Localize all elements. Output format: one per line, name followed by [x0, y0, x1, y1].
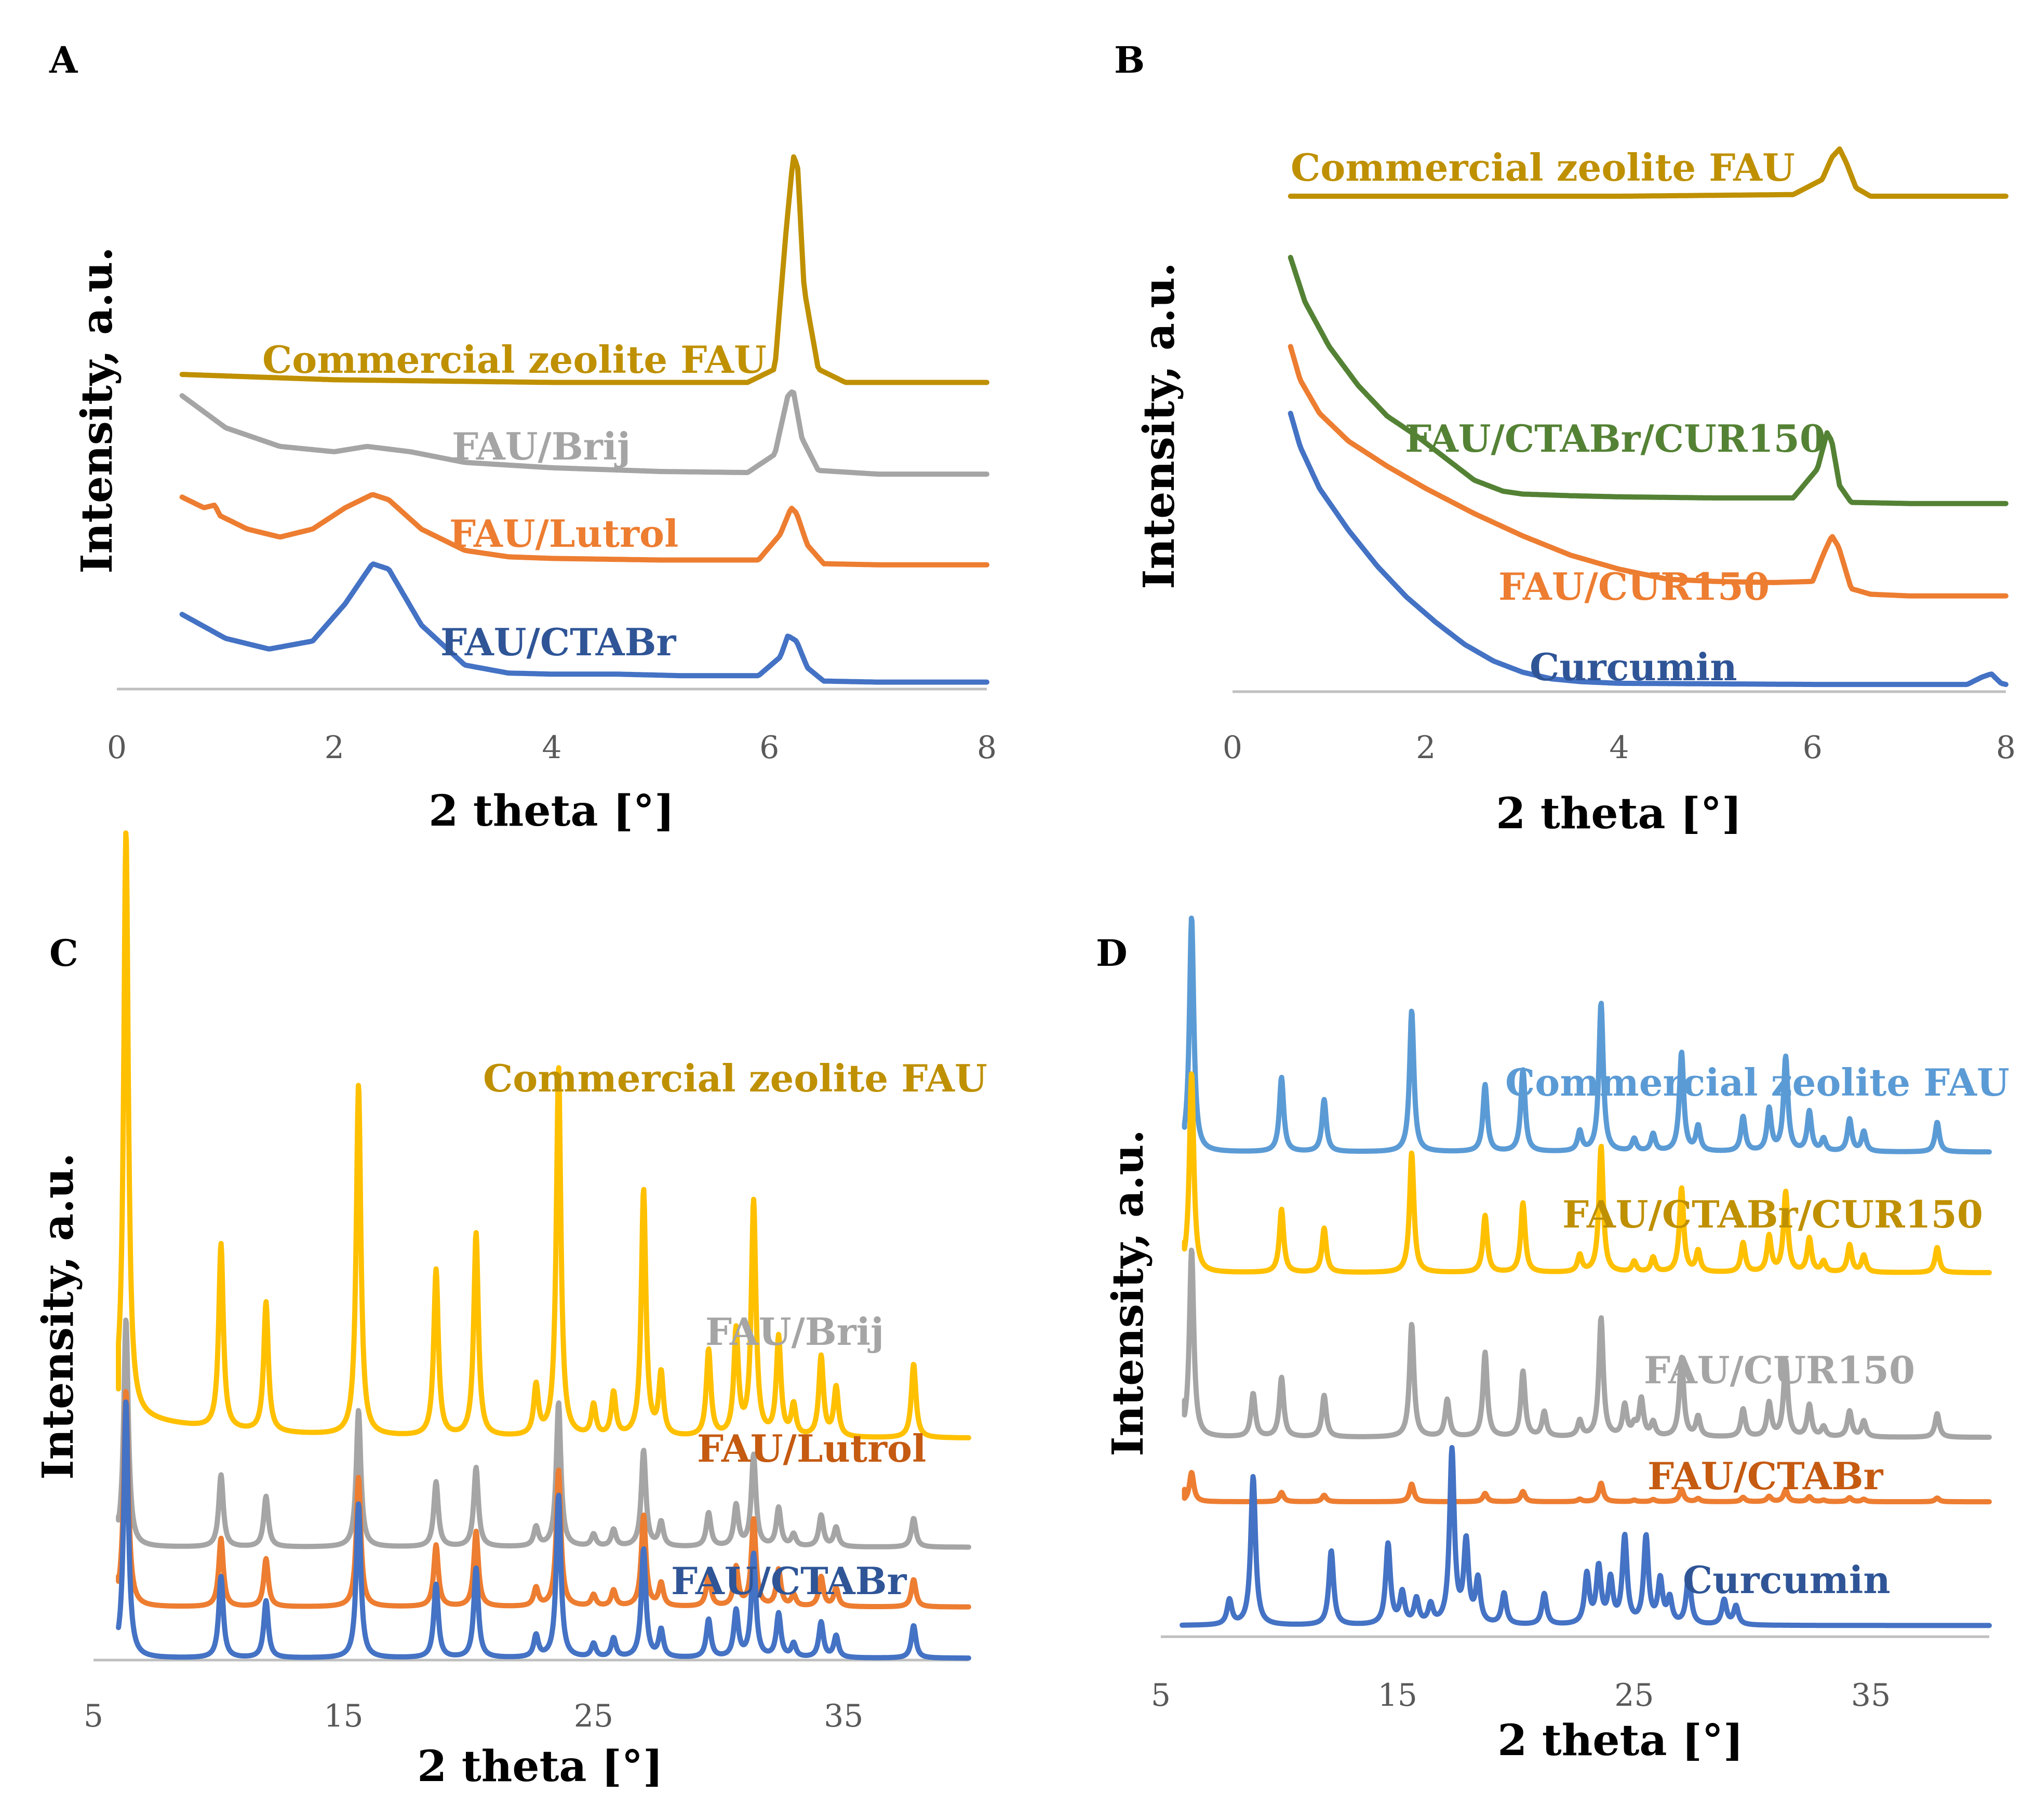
- x-axis-title-c: 2 theta [°]: [417, 1742, 663, 1791]
- series-line-b-commercial-zeolite-fau: [1288, 146, 2008, 199]
- series-label-a-commercial: Commercial zeolite FAU: [262, 338, 767, 382]
- y-axis-title-c: Intensity, a.u.: [33, 1153, 83, 1480]
- series-group-a: [179, 154, 989, 685]
- x-tick-label-a-6: 6: [759, 730, 779, 766]
- x-tick-label-d-15: 15: [1378, 1677, 1417, 1714]
- series-line-c-commercial-zeolite-fau: [116, 830, 971, 1440]
- series-label-d-curcumin: Curcumin: [1683, 1558, 1891, 1602]
- series-line-c-fau-lutrol: [116, 1389, 971, 1610]
- series-label-d-cur150: FAU/CUR150: [1644, 1348, 1915, 1392]
- series-label-a-brij: FAU/Brij: [452, 424, 631, 468]
- x-tick-label-c-35: 35: [824, 1698, 863, 1734]
- x-tick-label-b-8: 8: [1996, 730, 2016, 766]
- series-line-b-curcumin: [1288, 411, 2008, 687]
- series-line-a-fau-brij: [179, 389, 989, 477]
- x-tick-label-c-5: 5: [84, 1698, 103, 1734]
- series-group-d: [1180, 915, 1992, 1628]
- x-tick-label-d-35: 35: [1851, 1677, 1891, 1714]
- x-tick-label-a-2: 2: [325, 730, 344, 766]
- x-tick-labels-c: 5 15 25 35: [84, 1698, 864, 1734]
- x-axis-title-a: 2 theta [°]: [428, 786, 674, 836]
- series-label-b-cur150: FAU/CUR150: [1498, 564, 1770, 609]
- x-tick-labels-a: 0 2 4 6 8: [107, 730, 997, 766]
- y-axis-title-d: Intensity, a.u.: [1103, 1129, 1153, 1457]
- series-group-c: [116, 830, 971, 1661]
- series-line-b-fau-cur150: [1288, 344, 2008, 599]
- series-line-d-fau-ctabr: [1182, 1470, 1992, 1505]
- panel-c: C 5 15 25 35 2 theta [°] Intensity, a.u.…: [33, 830, 987, 1791]
- x-tick-label-a-4: 4: [542, 730, 561, 766]
- series-label-c-lutrol: FAU/Lutrol: [697, 1426, 926, 1471]
- series-line-b-fau-ctabr-cur150: [1288, 254, 2008, 506]
- panel-letter-d: D: [1096, 932, 1128, 975]
- series-label-b-commercial: Commercial zeolite FAU: [1291, 145, 1795, 190]
- series-label-d-ctabr: FAU/CTABr: [1647, 1454, 1884, 1498]
- x-axis-title-b: 2 theta [°]: [1496, 789, 1742, 839]
- x-tick-label-d-25: 25: [1614, 1677, 1654, 1714]
- series-line-a-commercial-zeolite-fau: [179, 154, 989, 385]
- series-label-d-commercial: Commercial zeolite FAU: [1505, 1060, 2010, 1104]
- y-axis-title-a: Intensity, a.u.: [72, 247, 122, 574]
- x-axis-title-d: 2 theta [°]: [1497, 1716, 1743, 1765]
- x-tick-label-c-25: 25: [574, 1698, 613, 1734]
- series-label-c-commercial: Commercial zeolite FAU: [483, 1056, 987, 1100]
- panel-d: D 5 15 25 35 2 theta [°] Intensity, a.u.…: [1096, 915, 2010, 1765]
- series-line-d-fau-cur150: [1182, 1247, 1992, 1440]
- x-tick-label-d-5: 5: [1151, 1677, 1171, 1714]
- series-line-c-fau-ctabr: [116, 1399, 971, 1661]
- series-line-d-fau-ctabr-cur150: [1182, 1071, 1992, 1275]
- panel-b: B 0 2 4 6 8 2 theta [°] Intensity, a.u. …: [1114, 38, 2016, 839]
- series-line-d-curcumin: [1180, 1445, 1992, 1628]
- x-tick-label-b-0: 0: [1223, 730, 1242, 766]
- series-line-a-fau-ctabr: [179, 561, 989, 685]
- y-axis-title-b: Intensity, a.u.: [1134, 262, 1184, 589]
- series-label-c-brij: FAU/Brij: [705, 1310, 884, 1354]
- series-label-d-ctabr-cur150: FAU/CTABr/CUR150: [1562, 1192, 1983, 1236]
- x-tick-label-b-6: 6: [1803, 730, 1823, 766]
- panel-letter-c: C: [49, 932, 78, 975]
- panel-a: A 0 2 4 6 8 2 theta [°] Intensity, a.u. …: [49, 38, 997, 836]
- series-label-a-ctabr: FAU/CTABr: [440, 620, 677, 664]
- x-tick-labels-d: 5 15 25 35: [1151, 1677, 1891, 1714]
- x-tick-label-a-8: 8: [977, 730, 997, 766]
- x-tick-label-b-2: 2: [1416, 730, 1436, 766]
- x-tick-label-c-15: 15: [324, 1698, 363, 1734]
- series-line-c-fau-brij: [116, 1317, 971, 1550]
- x-tick-label-a-0: 0: [107, 730, 127, 766]
- x-tick-labels-b: 0 2 4 6 8: [1223, 730, 2016, 766]
- series-label-b-curcumin: Curcumin: [1530, 645, 1737, 689]
- series-group-b: [1288, 146, 2008, 687]
- series-line-d-commercial-zeolite-fau: [1182, 915, 1992, 1155]
- series-label-c-ctabr: FAU/CTABr: [671, 1559, 907, 1603]
- x-tick-label-b-4: 4: [1609, 730, 1629, 766]
- series-label-a-lutrol: FAU/Lutrol: [449, 511, 678, 556]
- series-line-a-fau-lutrol: [179, 492, 989, 568]
- panel-letter-b: B: [1114, 38, 1145, 82]
- panel-letter-a: A: [49, 38, 78, 82]
- series-label-b-ctabr-cur150: FAU/CTABr/CUR150: [1405, 416, 1826, 461]
